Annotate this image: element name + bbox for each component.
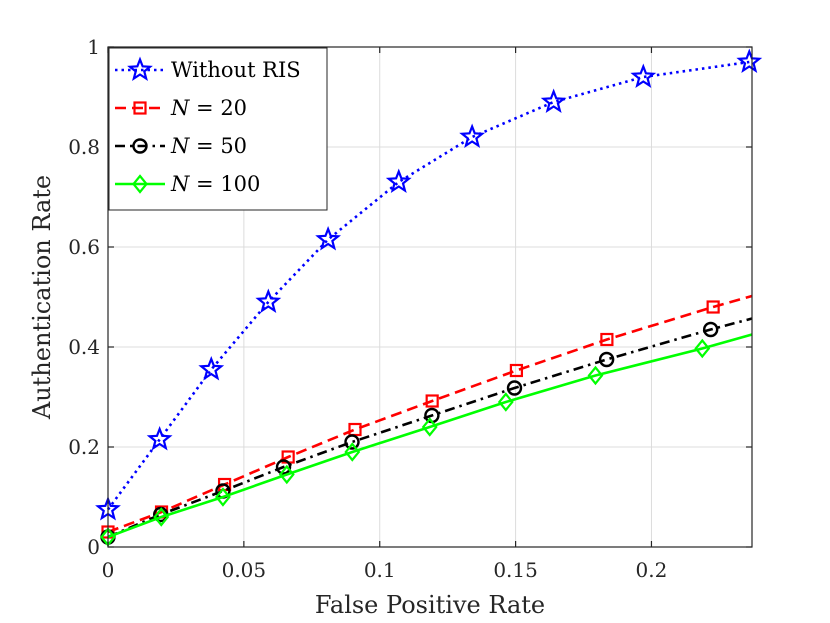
data-point-s0-7 xyxy=(540,88,567,113)
y-axis-label: Authentication Rate xyxy=(28,175,56,420)
data-point-s3-3 xyxy=(278,464,295,485)
data-point-s0-6 xyxy=(459,123,486,148)
legend-marker-1 xyxy=(133,101,147,115)
series-line-1 xyxy=(107,294,753,534)
data-point-s1-7 xyxy=(600,332,614,347)
series-line-0 xyxy=(106,60,750,511)
data-point-s1-8 xyxy=(706,300,720,314)
legend-marker-0 xyxy=(127,56,153,81)
y-tick-label-5: 1 xyxy=(87,35,100,59)
data-point-s1-5 xyxy=(425,394,439,408)
series-group xyxy=(95,48,763,547)
series-3 xyxy=(100,333,753,547)
x-tick-label-2: 0.1 xyxy=(364,558,396,582)
series-line-3 xyxy=(107,333,753,539)
data-point-s3-6 xyxy=(497,392,514,412)
data-point-s2-3 xyxy=(275,459,292,475)
legend-var-3: N xyxy=(170,172,190,196)
x-tick-label-3: 0.15 xyxy=(493,558,538,582)
legend-label-2: N = 50 xyxy=(170,134,247,158)
legend-value-1: = 20 xyxy=(189,96,247,120)
data-point-s0-3 xyxy=(255,288,282,313)
data-point-s3-7 xyxy=(587,365,604,386)
data-point-s0-4 xyxy=(315,225,341,251)
data-point-s0-5 xyxy=(385,168,412,193)
legend-label-3: N = 100 xyxy=(170,172,260,196)
legend-var-1: N xyxy=(170,96,190,120)
legend-marker-2 xyxy=(132,138,148,154)
x-axis-label: False Positive Rate xyxy=(315,591,545,619)
ticks: 0 0.05 0.1 0.15 0.2 0 0.2 0.4 0.6 0.8 1 xyxy=(68,35,752,582)
data-point-s3-2 xyxy=(215,487,231,507)
y-tick-label-1: 0.2 xyxy=(68,435,100,459)
data-point-s2-6 xyxy=(506,380,523,396)
y-tick-label-0: 0 xyxy=(87,535,100,559)
x-tick-label-1: 0.05 xyxy=(222,558,267,582)
legend-marker-3 xyxy=(132,174,148,194)
data-point-s2-7 xyxy=(598,351,615,368)
y-tick-label-2: 0.4 xyxy=(68,335,100,359)
data-point-s3-1 xyxy=(153,507,170,527)
x-tick-label-4: 0.2 xyxy=(636,558,668,582)
data-point-s0-1 xyxy=(146,425,173,451)
y-tick-label-4: 0.8 xyxy=(68,135,100,159)
data-point-s3-5 xyxy=(421,417,438,437)
plot-frame xyxy=(107,46,753,548)
series-line-2 xyxy=(107,317,753,539)
data-point-s0-8 xyxy=(630,63,657,88)
data-point-s3-4 xyxy=(344,442,361,462)
legend-var-2: N xyxy=(170,134,190,158)
legend-label-0: Without RIS xyxy=(171,58,301,82)
data-point-s2-8 xyxy=(702,321,719,338)
legend-value-3: = 100 xyxy=(189,172,260,196)
y-tick-label-3: 0.6 xyxy=(68,235,100,259)
data-point-s0-2 xyxy=(198,355,225,381)
x-tick-label-0: 0 xyxy=(102,558,115,582)
data-point-s0-9 xyxy=(736,48,763,73)
data-point-s1-6 xyxy=(509,363,524,378)
series-0 xyxy=(95,48,763,521)
legend-value-2: = 50 xyxy=(189,134,247,158)
data-point-s2-4 xyxy=(344,434,360,450)
legend-label-1: N = 20 xyxy=(170,96,247,120)
data-point-s3-8 xyxy=(694,338,711,359)
